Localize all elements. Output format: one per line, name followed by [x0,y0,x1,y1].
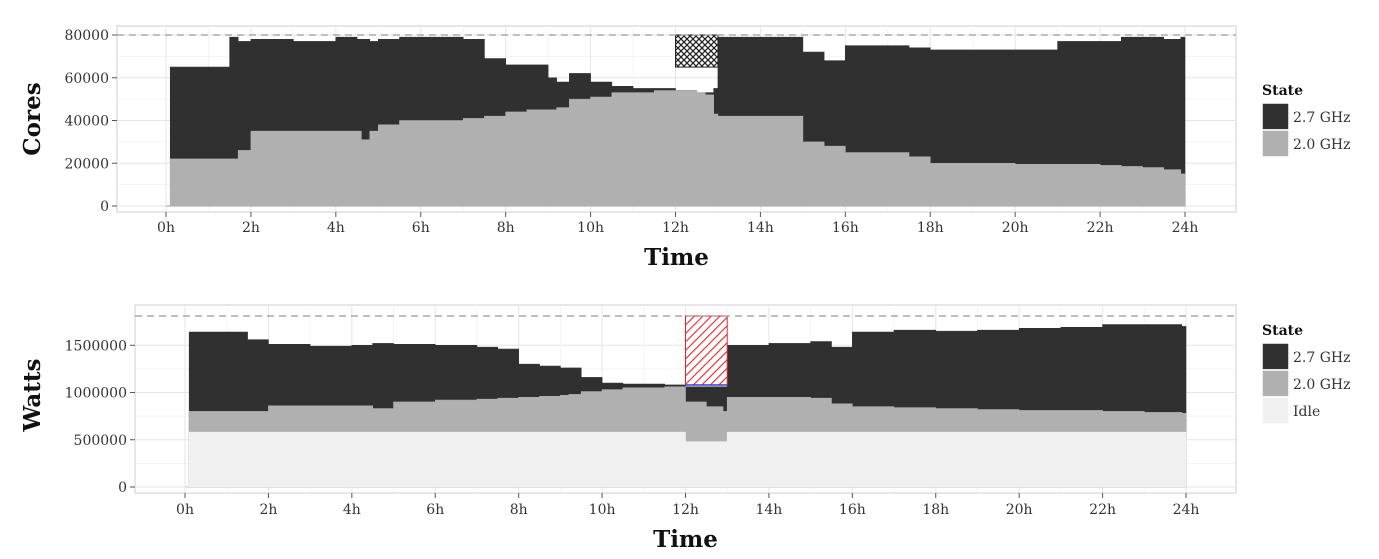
cores-legend-label: 2.7 GHz [1293,110,1350,126]
watts-xtick-label: 10h [589,502,616,518]
watts-xtick-label: 22h [1089,502,1116,518]
watts-xtick-label: 18h [922,502,949,518]
cores-xtick-label: 2h [242,220,260,236]
cores-xtick-label: 4h [327,220,345,236]
cores-xtick-label: 10h [577,220,604,236]
watts-legend-label: 2.0 GHz [1293,377,1350,393]
cores-x-axis-title: Time [644,244,709,271]
cores-ytick-label: 20000 [64,156,109,172]
watts-xtick-label: 4h [343,502,361,518]
watts-legend-swatch [1261,369,1290,398]
watts-xtick-label: 16h [839,502,866,518]
cores-xtick-label: 6h [412,220,430,236]
cores-xtick-label: 20h [1002,220,1029,236]
cores-xtick-label: 24h [1172,220,1199,236]
cores-y-axis-title: Cores [19,82,46,155]
cores-ytick-label: 60000 [64,71,109,87]
cores-ytick-label: 80000 [64,28,109,44]
cores-ytick-label: 0 [100,199,109,215]
watts-series-idle [185,431,1187,488]
watts-xtick-label: 20h [1006,502,1033,518]
cores-xtick-label: 22h [1087,220,1114,236]
cores-xtick-label: 18h [917,220,944,236]
cores-ytick-label: 40000 [64,114,109,130]
cores-xtick-label: 0h [157,220,175,236]
watts-ytick-label: 1500000 [65,338,127,354]
cores-series-2-0-ghz [166,90,1186,207]
watts-legend-swatch [1261,342,1290,371]
cores-xtick-label: 8h [497,220,515,236]
cores-xtick-label: 16h [832,220,859,236]
watts-legend-swatch [1261,396,1290,425]
watts-xtick-label: 12h [672,502,699,518]
watts-legend-label: 2.7 GHz [1293,350,1350,366]
cores-legend-title: State [1262,83,1303,99]
watts-xtick-label: 0h [176,502,194,518]
watts-legend-title: State [1262,323,1303,339]
watts-hatched-region [685,315,728,386]
watts-legend-label: Idle [1293,404,1320,420]
watts-ytick-label: 500000 [74,433,127,449]
watts-xtick-label: 24h [1173,502,1200,518]
watts-panel: 0 500000 1000000 1500000 0h 2h 4h 6h 8h 10h 12h 14h… [19,304,1350,553]
watts-xtick-label: 14h [755,502,782,518]
cores-legend-swatch [1261,129,1290,158]
cores-panel: 0 20000 40000 60000 80000 0h 2h 4h 6h 8h 10h 12h 14h… [19,25,1350,271]
cores-xtick-label: 14h [747,220,774,236]
watts-xtick-label: 8h [510,502,528,518]
cores-legend-label: 2.0 GHz [1293,137,1350,153]
cores-hatched-region [675,34,719,68]
watts-y-axis-title: Watts [19,359,46,433]
cores-legend-swatch [1261,102,1290,131]
watts-x-axis-title: Time [653,526,718,553]
watts-ytick-label: 0 [118,480,127,496]
watts-xtick-label: 6h [426,502,444,518]
watts-xtick-label: 2h [259,502,277,518]
cores-xtick-label: 12h [662,220,689,236]
watts-ytick-label: 1000000 [65,386,127,402]
